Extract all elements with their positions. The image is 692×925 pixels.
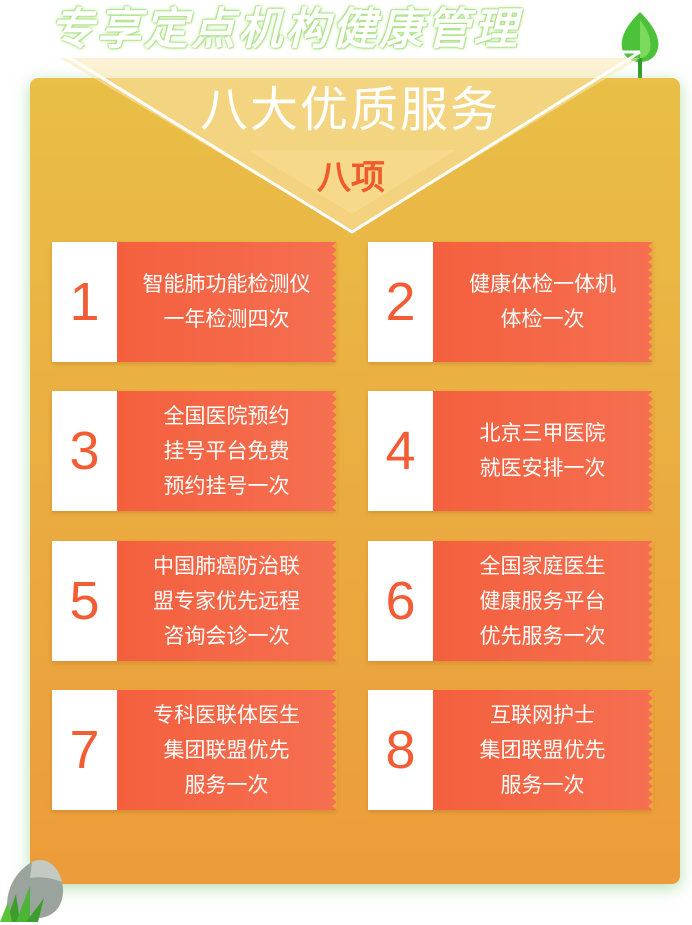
- zigzag-edge: [648, 391, 653, 511]
- service-line: 健康体检一体机: [469, 272, 616, 296]
- service-line: 挂号平台免费: [163, 438, 290, 463]
- service-line: 预约挂号一次: [163, 473, 290, 498]
- service-line: 体检一次: [500, 307, 585, 331]
- service-line: 集团联盟优先: [479, 737, 606, 762]
- service-card-2: 2 健康体检一体机 体检一次: [368, 242, 653, 362]
- service-line: 中国肺癌防治联: [153, 553, 300, 578]
- zigzag-edge: [648, 541, 653, 661]
- service-line: 服务一次: [500, 772, 585, 797]
- banner-triangle: [59, 50, 641, 234]
- service-line: 优先服务一次: [479, 623, 606, 648]
- subtitle: 八大优质服务: [199, 82, 500, 138]
- service-card-6: 6 全国家庭医生 健康服务平台 优先服务一次: [368, 541, 653, 661]
- rock-icon: [0, 860, 64, 922]
- zigzag-edge: [332, 391, 337, 511]
- service-number: 3: [52, 391, 117, 511]
- service-number: 6: [368, 541, 433, 661]
- service-line: 智能肺功能检测仪: [142, 272, 311, 296]
- service-line: 一年检测四次: [163, 307, 290, 331]
- service-card-4: 4 北京三甲医院 就医安排一次: [368, 391, 653, 511]
- zigzag-edge: [648, 242, 653, 362]
- service-description: 全国医院预约 挂号平台免费 预约挂号一次: [117, 391, 336, 511]
- service-number: 1: [52, 242, 117, 362]
- zigzag-edge: [332, 690, 337, 810]
- service-line: 咨询会诊一次: [163, 623, 290, 648]
- service-card-1: 1 智能肺功能检测仪 一年检测四次: [52, 242, 337, 362]
- service-line: 健康服务平台: [479, 588, 606, 613]
- service-description: 健康体检一体机 体检一次: [433, 242, 652, 362]
- service-number: 2: [368, 242, 433, 362]
- service-line: 集团联盟优先: [163, 737, 290, 762]
- service-line: 盟专家优先远程: [153, 588, 300, 613]
- service-number: 4: [368, 391, 433, 511]
- service-card-8: 8 互联网护士 集团联盟优先 服务一次: [368, 690, 653, 810]
- service-number: 7: [52, 690, 117, 810]
- service-number: 8: [368, 690, 433, 810]
- service-description: 专科医联体医生 集团联盟优先 服务一次: [117, 690, 336, 810]
- zigzag-edge: [332, 242, 337, 362]
- service-description: 互联网护士集团联盟优先 服务一次: [433, 690, 652, 810]
- service-card-5: 5 中国肺癌防治联 盟专家优先远程 咨询会诊一次: [52, 541, 337, 661]
- service-description: 中国肺癌防治联 盟专家优先远程 咨询会诊一次: [117, 541, 336, 661]
- service-line: 全国家庭医生: [479, 553, 606, 578]
- service-card-3: 3 全国医院预约 挂号平台免费 预约挂号一次: [52, 391, 337, 511]
- service-line: 互联网护士: [490, 702, 595, 727]
- zigzag-edge: [332, 541, 337, 661]
- service-line: 就医安排一次: [479, 456, 606, 480]
- service-line: 服务一次: [184, 772, 269, 797]
- service-line: 全国医院预约: [163, 403, 290, 428]
- count-label: 八项: [317, 158, 385, 198]
- service-line: 北京三甲医院: [479, 421, 606, 445]
- service-line: 专科医联体医生: [153, 702, 300, 727]
- zigzag-edge: [648, 690, 653, 810]
- service-card-7: 7 专科医联体医生 集团联盟优先 服务一次: [52, 690, 337, 810]
- leaf-icon: [621, 12, 659, 78]
- service-number: 5: [52, 541, 117, 661]
- service-description: 北京三甲医院 就医安排一次: [433, 391, 652, 511]
- service-description: 智能肺功能检测仪 一年检测四次: [117, 242, 336, 362]
- top-title: 专享定点机构健康管理: [50, 4, 520, 55]
- service-description: 全国家庭医生 健康服务平台 优先服务一次: [433, 541, 652, 661]
